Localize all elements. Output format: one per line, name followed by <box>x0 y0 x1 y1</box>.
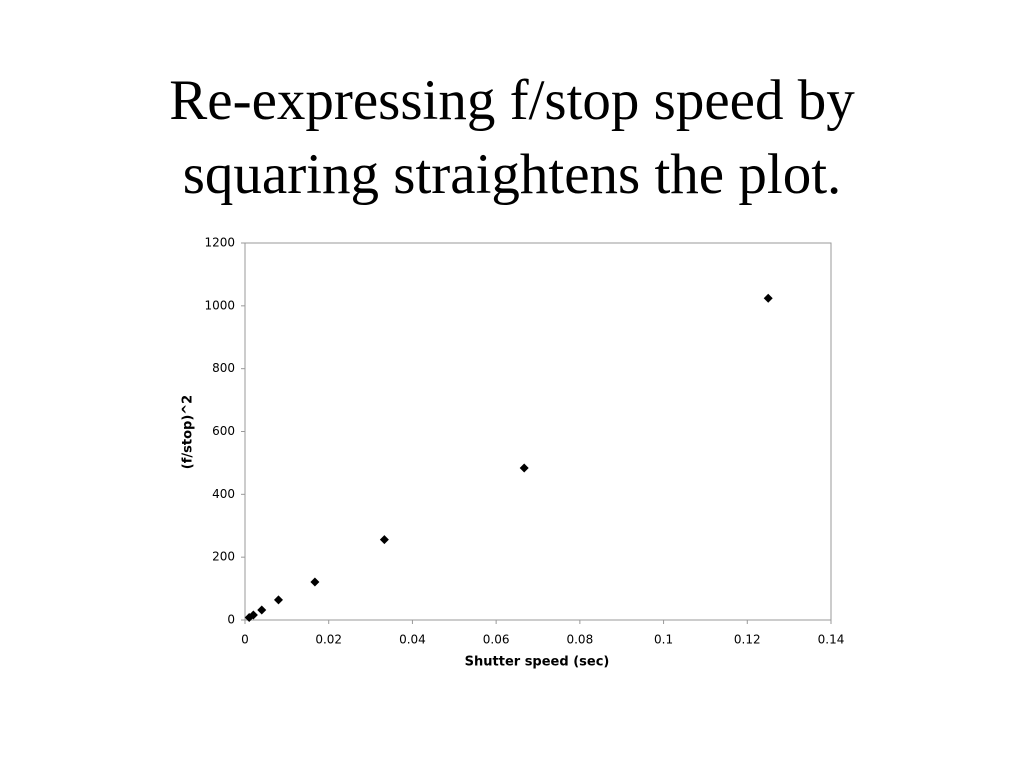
y-tick-label: 1200 <box>204 236 235 250</box>
x-tick-label: 0.12 <box>734 633 761 647</box>
x-axis-label: Shutter speed (sec) <box>465 655 610 670</box>
x-tick-label: 0.08 <box>566 633 593 647</box>
y-tick-label: 600 <box>212 424 235 438</box>
x-tick-label: 0.02 <box>315 633 342 647</box>
x-tick-label: 0.06 <box>483 633 510 647</box>
point <box>379 535 389 545</box>
plot-area <box>244 242 832 621</box>
y-tick-label: 1000 <box>204 298 235 312</box>
x-tick-label: 0.14 <box>818 633 845 647</box>
y-axis-label: (f/stop)^2 <box>181 395 196 469</box>
point <box>248 610 258 620</box>
point <box>257 605 267 615</box>
y-tick-label: 200 <box>212 550 235 564</box>
point <box>519 463 529 473</box>
y-tick-label: 400 <box>212 487 235 501</box>
chart-title: Re-expressing f/stop speed by squaring s… <box>169 69 855 206</box>
y-tick-label: 800 <box>212 361 235 375</box>
point <box>763 293 773 303</box>
point <box>310 577 320 587</box>
x-tick-label: 0.1 <box>654 633 673 647</box>
point <box>273 595 283 605</box>
x-tick-label: 0.04 <box>399 633 426 647</box>
y-tick-label: 0 <box>227 613 235 627</box>
x-tick-label: 0 <box>241 633 249 647</box>
